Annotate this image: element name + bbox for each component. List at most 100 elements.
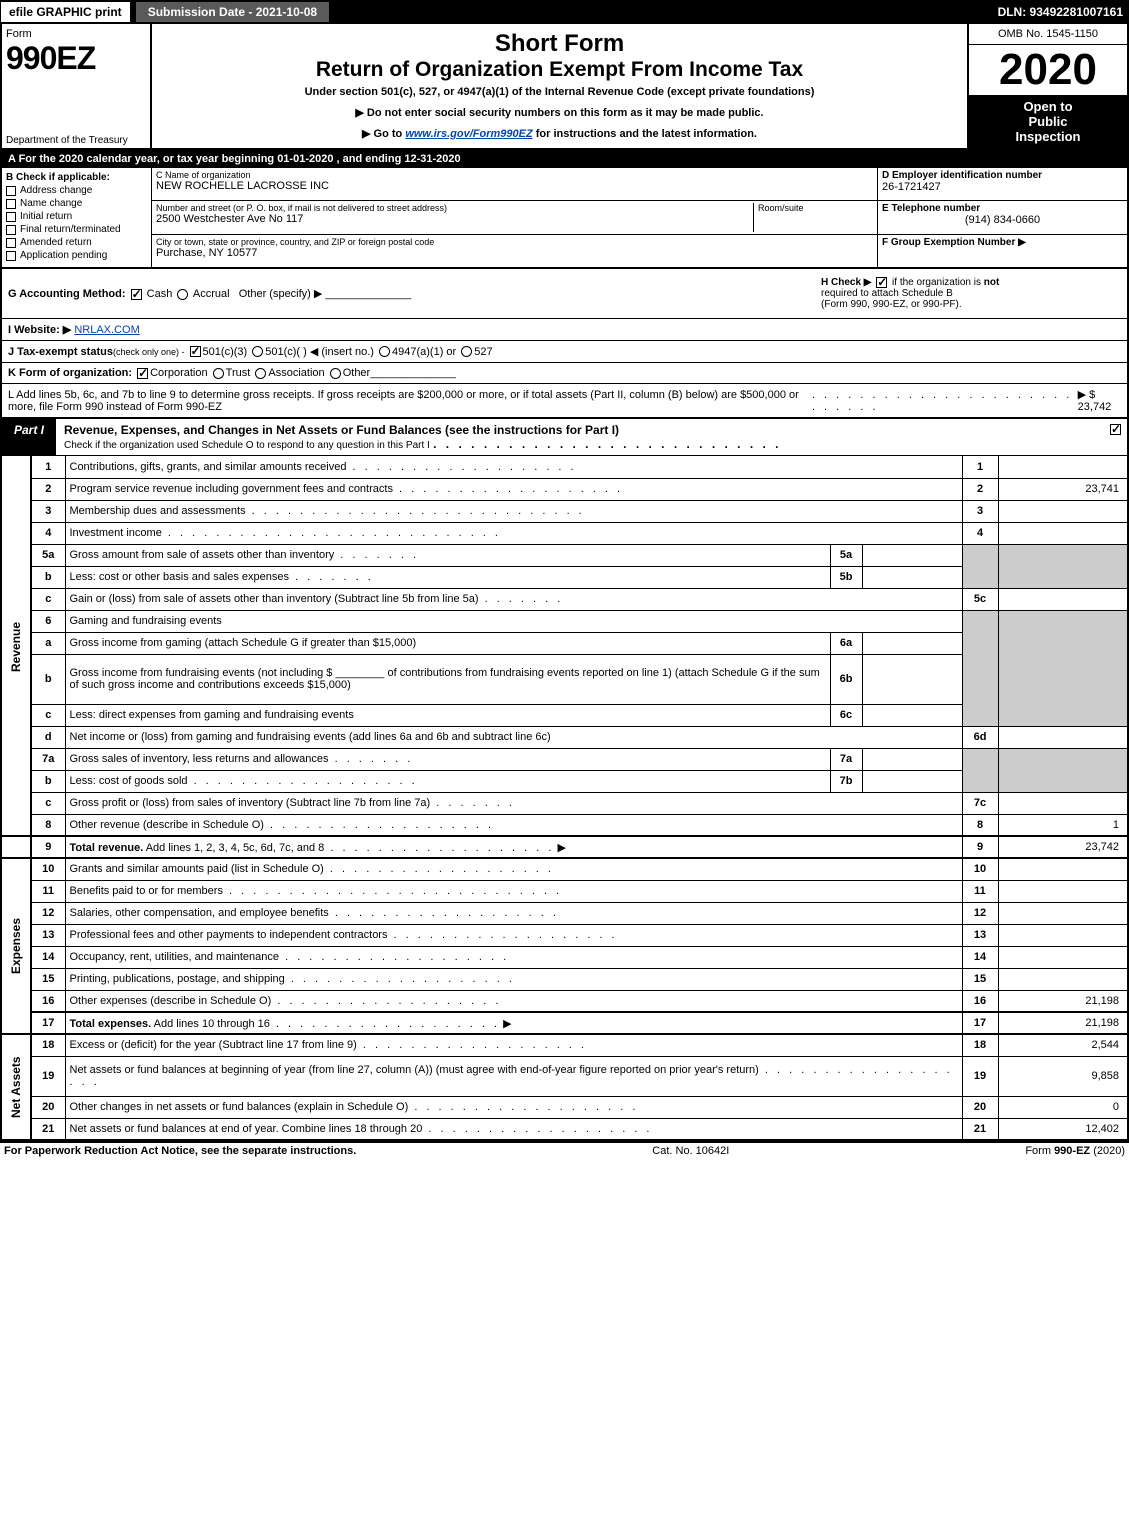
4947-radio[interactable] <box>379 346 390 357</box>
corp-checkbox[interactable] <box>137 368 148 379</box>
form-of-org-row: K Form of organization: Corporation Trus… <box>0 363 1129 384</box>
line-6a-desc: Gross income from gaming (attach Schedul… <box>65 632 830 654</box>
h-checkbox[interactable] <box>876 277 887 288</box>
line-12-num: 12 <box>31 902 65 924</box>
501c-radio[interactable] <box>252 346 263 357</box>
form-label: Form <box>6 28 146 40</box>
part1-tab: Part I <box>2 419 56 455</box>
omb-number: OMB No. 1545-1150 <box>969 24 1127 45</box>
line-13-ref: 13 <box>962 924 998 946</box>
check-address-change[interactable]: Address change <box>6 185 147 196</box>
checkbox-column: B Check if applicable: Address change Na… <box>2 168 152 267</box>
other-radio[interactable] <box>330 368 341 379</box>
line-5c-amt <box>998 588 1128 610</box>
line-11-ref: 11 <box>962 880 998 902</box>
rev-spacer <box>1 836 31 858</box>
part1-subtitle: Check if the organization used Schedule … <box>64 440 430 451</box>
line-18-ref: 18 <box>962 1034 998 1056</box>
part1-title: Revenue, Expenses, and Changes in Net As… <box>56 419 1104 455</box>
form-header: Form 990EZ Department of the Treasury Sh… <box>0 24 1129 150</box>
l-dots <box>812 389 1078 413</box>
h-check-block: H Check ▶ if the organization is not req… <box>821 277 1121 310</box>
check-b-label: B Check if applicable: <box>6 172 147 183</box>
line-16-num: 16 <box>31 990 65 1012</box>
line-19-amt: 9,858 <box>998 1056 1128 1096</box>
line-7a-num: 7a <box>31 748 65 770</box>
instructions-line: ▶ Go to www.irs.gov/Form990EZ for instru… <box>156 127 963 140</box>
line-6c-val <box>862 704 962 726</box>
top-bar: efile GRAPHIC print Submission Date - 20… <box>0 0 1129 24</box>
527-radio[interactable] <box>461 346 472 357</box>
l-text: L Add lines 5b, 6c, and 7b to line 9 to … <box>8 389 812 413</box>
line-14-desc: Occupancy, rent, utilities, and maintena… <box>65 946 962 968</box>
accrual-label: Accrual <box>193 288 230 300</box>
efile-print-label[interactable]: efile GRAPHIC print <box>0 1 131 23</box>
expenses-vertical-label: Expenses <box>1 858 31 1034</box>
line-6d-ref: 6d <box>962 726 998 748</box>
line-2-ref: 2 <box>962 478 998 500</box>
website-link[interactable]: NRLAX.COM <box>74 324 139 336</box>
part1-check[interactable] <box>1104 419 1127 455</box>
line-12-desc: Salaries, other compensation, and employ… <box>65 902 962 924</box>
line-7b-desc: Less: cost of goods sold <box>65 770 830 792</box>
line-21-desc: Net assets or fund balances at end of ye… <box>65 1118 962 1140</box>
check-name-change[interactable]: Name change <box>6 198 147 209</box>
line-7a-val <box>862 748 962 770</box>
line-14-amt <box>998 946 1128 968</box>
line-6-num: 6 <box>31 610 65 632</box>
website-label: I Website: ▶ <box>8 323 71 336</box>
line-7c-num: c <box>31 792 65 814</box>
line-10-amt <box>998 858 1128 880</box>
check-initial-return[interactable]: Initial return <box>6 211 147 222</box>
line-10-desc: Grants and similar amounts paid (list in… <box>65 858 962 880</box>
line-19-num: 19 <box>31 1056 65 1096</box>
tax-year: 2020 <box>969 45 1127 95</box>
line-6-desc: Gaming and fundraising events <box>65 610 962 632</box>
line-10-num: 10 <box>31 858 65 880</box>
group-exemption-label: F Group Exemption Number ▶ <box>882 237 1123 248</box>
line-1-amt <box>998 456 1128 478</box>
line-3-amt <box>998 500 1128 522</box>
line-1-num: 1 <box>31 456 65 478</box>
org-name-label: C Name of organization <box>156 170 873 180</box>
line-13-desc: Professional fees and other payments to … <box>65 924 962 946</box>
line-12-amt <box>998 902 1128 924</box>
footer-mid: Cat. No. 10642I <box>652 1145 729 1157</box>
line-4-num: 4 <box>31 522 65 544</box>
website-row: I Website: ▶ NRLAX.COM <box>0 319 1129 341</box>
line-6b-num: b <box>31 654 65 704</box>
accrual-radio[interactable] <box>177 289 188 300</box>
line-15-amt <box>998 968 1128 990</box>
check-application-pending[interactable]: Application pending <box>6 250 147 261</box>
501c3-checkbox[interactable] <box>190 346 201 357</box>
line-15-ref: 15 <box>962 968 998 990</box>
j-opt3: 4947(a)(1) or <box>392 346 456 358</box>
line-6c-num: c <box>31 704 65 726</box>
line-6c-sub: 6c <box>830 704 862 726</box>
subtitle: Under section 501(c), 527, or 4947(a)(1)… <box>156 86 963 98</box>
check-amended-return[interactable]: Amended return <box>6 237 147 248</box>
k-opt1: Corporation <box>150 367 207 379</box>
org-middle: C Name of organization NEW ROCHELLE LACR… <box>152 168 877 267</box>
line-6a-val <box>862 632 962 654</box>
right-header-block: OMB No. 1545-1150 2020 Open to Public In… <box>967 24 1127 148</box>
line-20-amt: 0 <box>998 1096 1128 1118</box>
line-18-amt: 2,544 <box>998 1034 1128 1056</box>
line-21-ref: 21 <box>962 1118 998 1140</box>
check-final-return[interactable]: Final return/terminated <box>6 224 147 235</box>
line-7c-desc: Gross profit or (loss) from sales of inv… <box>65 792 962 814</box>
trust-radio[interactable] <box>213 368 224 379</box>
cash-checkbox[interactable] <box>131 289 142 300</box>
assoc-radio[interactable] <box>255 368 266 379</box>
line-1-desc: Contributions, gifts, grants, and simila… <box>65 456 962 478</box>
j-sub: (check only one) - <box>113 347 185 357</box>
l-amount: ▶ $ 23,742 <box>1078 388 1121 413</box>
line-7c-ref: 7c <box>962 792 998 814</box>
grey-6 <box>962 610 998 726</box>
link-suffix: for instructions and the latest informat… <box>533 128 757 140</box>
line-3-desc: Membership dues and assessments <box>65 500 962 522</box>
line-5b-num: b <box>31 566 65 588</box>
irs-link[interactable]: www.irs.gov/Form990EZ <box>405 128 532 140</box>
grey-5-amt <box>998 544 1128 588</box>
line-4-desc: Investment income <box>65 522 962 544</box>
